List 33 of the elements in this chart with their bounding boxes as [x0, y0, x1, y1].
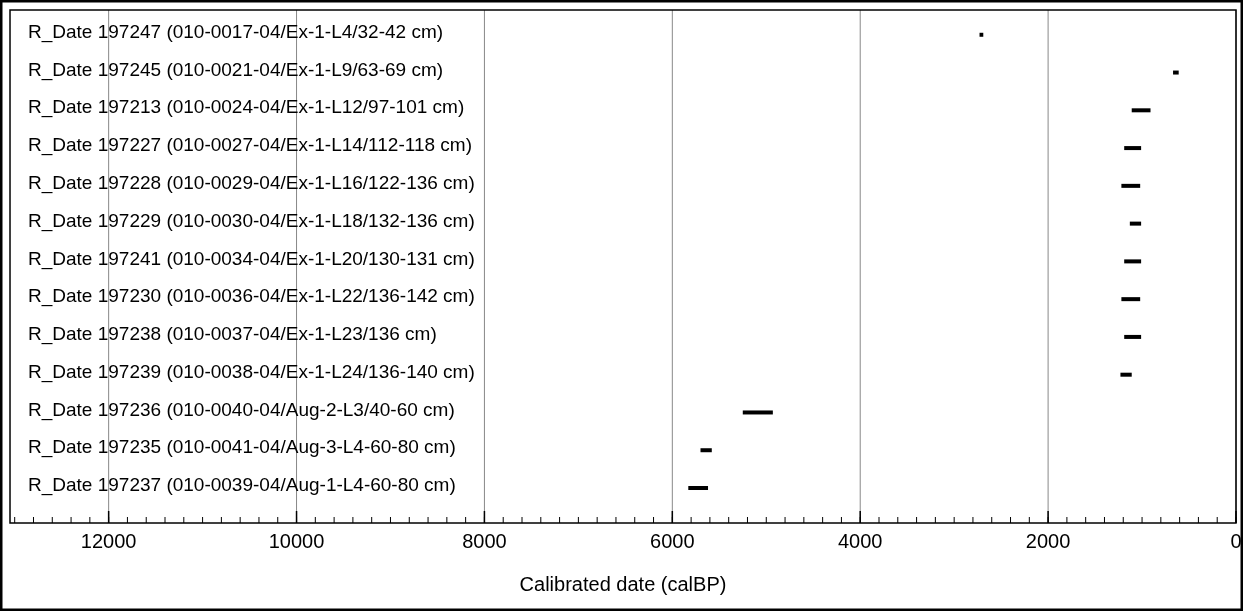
- bar: [700, 448, 712, 453]
- bar: [1120, 372, 1132, 377]
- y-tick-label: R_Date 197247 (010-0017-04/Ex-1-L4/32-42 cm): [28, 20, 444, 43]
- bar: [688, 486, 709, 490]
- x-tick-label: 10000: [268, 530, 325, 552]
- y-tick-label: R_Date 197227 (010-0027-04/Ex-1-L14/112-118 cm): [28, 134, 472, 157]
- x-axis-title: Calibrated date (calBP): [519, 573, 727, 595]
- bar: [1129, 221, 1142, 226]
- y-tick-label: R_Date 197228 (010-0029-04/Ex-1-L16/122-136 cm): [28, 171, 475, 194]
- y-tick-label: R_Date 197230 (010-0036-04/Ex-1-L22/136-142 cm): [28, 285, 475, 308]
- x-tick-label: 6000: [650, 530, 695, 552]
- bar: [1124, 259, 1142, 264]
- y-tick-label: R_Date 197237 (010-0039-04/Aug-1-L4-60-80 cm): [28, 474, 456, 497]
- x-tick-label: 0: [1230, 530, 1242, 552]
- y-tick-label: R_Date 197239 (010-0038-04/Ex-1-L24/136-140 cm): [28, 360, 475, 383]
- y-tick-label: R_Date 197245 (010-0021-04/Ex-1-L9/63-69 cm): [28, 58, 444, 81]
- x-tick-label: 4000: [837, 530, 883, 552]
- x-tick-label: 2000: [1025, 530, 1071, 552]
- bar: [742, 410, 773, 415]
- x-tick-label: 12000: [80, 530, 137, 552]
- bar: [1124, 146, 1142, 151]
- y-tick-label: R_Date 197236 (010-0040-04/Aug-2-L3/40-60 cm): [28, 398, 455, 421]
- y-tick-label: R_Date 197241 (010-0034-04/Ex-1-L20/130-131 cm): [28, 247, 475, 270]
- bar: [1124, 334, 1142, 339]
- bar: [1121, 183, 1141, 188]
- bar: [1121, 297, 1141, 302]
- bar: [1173, 70, 1179, 75]
- x-tick-label: 8000: [462, 530, 507, 552]
- y-tick-label: R_Date 197229 (010-0030-04/Ex-1-L18/132-136 cm): [28, 209, 475, 232]
- y-tick-label: R_Date 197238 (010-0037-04/Ex-1-L23/136 cm): [28, 323, 437, 346]
- y-tick-label: R_Date 197213 (010-0024-04/Ex-1-L12/97-101 cm): [28, 96, 465, 119]
- y-tick-label: R_Date 197235 (010-0041-04/Aug-3-L4-60-80 cm): [28, 436, 456, 459]
- bar: [1131, 108, 1151, 113]
